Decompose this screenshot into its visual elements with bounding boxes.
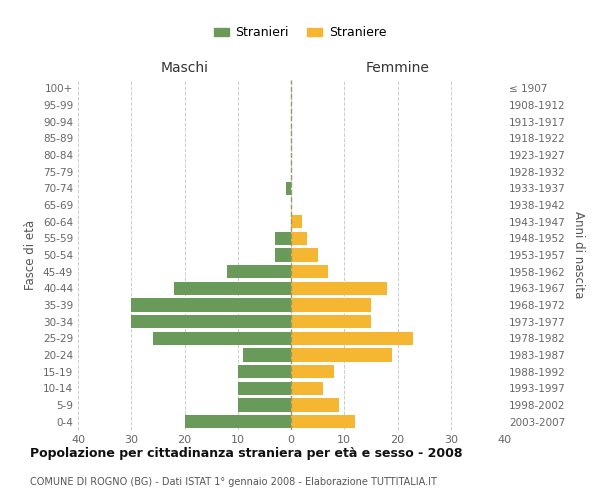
Bar xyxy=(291,232,307,245)
Bar xyxy=(291,265,328,278)
Bar xyxy=(238,365,291,378)
Bar xyxy=(291,298,371,312)
Text: Popolazione per cittadinanza straniera per età e sesso - 2008: Popolazione per cittadinanza straniera p… xyxy=(30,448,463,460)
Bar xyxy=(238,382,291,395)
Bar xyxy=(291,282,387,295)
Bar xyxy=(291,332,413,345)
Bar xyxy=(291,315,371,328)
Bar xyxy=(291,215,302,228)
Bar xyxy=(174,282,291,295)
Bar xyxy=(291,398,339,411)
Bar xyxy=(238,398,291,411)
Bar xyxy=(286,182,291,195)
Y-axis label: Anni di nascita: Anni di nascita xyxy=(572,212,585,298)
Bar xyxy=(131,298,291,312)
Bar xyxy=(275,248,291,262)
Text: COMUNE DI ROGNO (BG) - Dati ISTAT 1° gennaio 2008 - Elaborazione TUTTITALIA.IT: COMUNE DI ROGNO (BG) - Dati ISTAT 1° gen… xyxy=(30,477,437,487)
Bar xyxy=(275,232,291,245)
Bar xyxy=(291,365,334,378)
Bar xyxy=(185,415,291,428)
Bar xyxy=(152,332,291,345)
Legend: Stranieri, Straniere: Stranieri, Straniere xyxy=(209,21,391,44)
Bar xyxy=(243,348,291,362)
Bar xyxy=(291,348,392,362)
Bar xyxy=(227,265,291,278)
Bar xyxy=(291,382,323,395)
Y-axis label: Fasce di età: Fasce di età xyxy=(25,220,37,290)
Bar xyxy=(291,248,317,262)
Bar xyxy=(131,315,291,328)
Bar xyxy=(291,415,355,428)
